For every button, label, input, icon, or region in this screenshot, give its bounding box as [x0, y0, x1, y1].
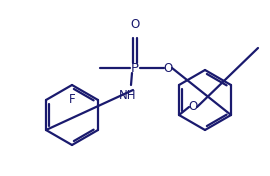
- Text: O: O: [163, 61, 173, 74]
- Text: O: O: [130, 18, 140, 31]
- Text: NH: NH: [119, 89, 137, 102]
- Text: O: O: [188, 100, 198, 114]
- Text: F: F: [69, 93, 75, 106]
- Text: P: P: [131, 61, 139, 74]
